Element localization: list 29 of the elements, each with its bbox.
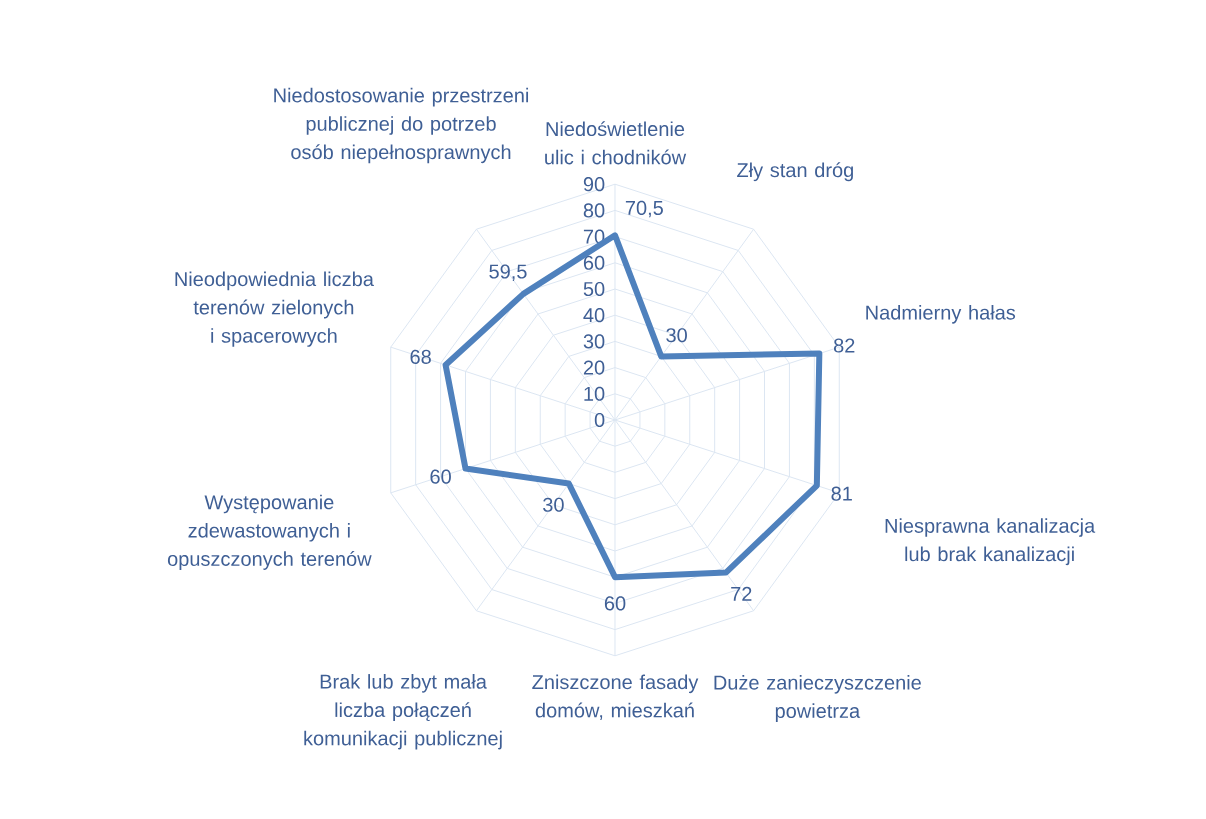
data-label: 72 — [731, 586, 752, 601]
data-label: 81 — [831, 486, 852, 501]
y-tick-label: 80 — [583, 203, 605, 218]
y-tick-label: 10 — [584, 386, 605, 401]
spoke-label: Nadmierny hałas — [866, 305, 1016, 324]
spoke-label: Duże zanieczyszczenie powietrza — [714, 675, 921, 722]
spoke-label: Niesprawna kanalizacja lub brak kanalizacji — [885, 518, 1096, 566]
y-tick-label: 40 — [583, 308, 605, 323]
data-label: 70,5 — [625, 200, 663, 218]
y-tick-label: 50 — [583, 281, 605, 297]
y-tick-label: 90 — [583, 177, 605, 192]
spoke-label: Zniszczone fasady domów, mieszkań — [532, 674, 699, 720]
spoke-label: Niedostosowanie przestrzeni publicznej do potrzeb osób niepełnosprawnych — [274, 87, 529, 164]
spoke-label: Występowanie zdewastowanych i opuszczonych terenów — [167, 494, 372, 570]
data-label: 60 — [604, 596, 626, 611]
y-tick-label: 0 — [594, 412, 605, 428]
spoke-label: Zły stan dróg — [737, 162, 853, 182]
spoke-label: Brak lub zbyt mała liczba połączeń komunikacji publicznej — [304, 674, 502, 750]
y-tick-label: 20 — [583, 360, 605, 375]
data-label: 60 — [430, 469, 451, 484]
data-label: 59,5 — [489, 264, 527, 281]
data-label: 30 — [543, 497, 564, 512]
data-label: 82 — [833, 338, 855, 353]
spoke-label: Nieodpowiednia liczba terenów zielonych i spacerowych — [175, 271, 374, 347]
data-label: 68 — [410, 349, 431, 364]
y-tick-label: 30 — [583, 334, 605, 349]
y-tick-label: 60 — [583, 255, 605, 270]
spoke-label: Niedoświetlenie ulic i chodników — [545, 121, 687, 165]
data-label: 30 — [666, 328, 687, 343]
